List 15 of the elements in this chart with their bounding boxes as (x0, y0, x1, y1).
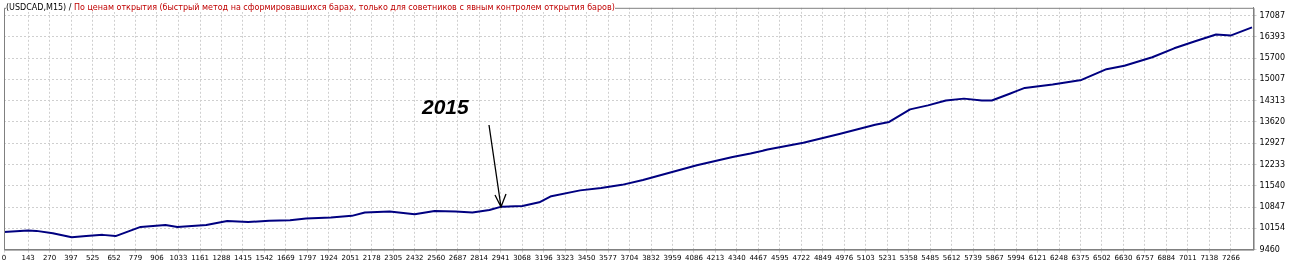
annotation: 2015 (421, 94, 469, 119)
y-tick-label: 15700 (1259, 53, 1285, 63)
y-tick-label: 10154 (1259, 223, 1285, 233)
chart-subtitle: По ценам открытия (быстрый метод на сформировавшихся барах, только для советников с явным контролем открытия баров) (73, 3, 615, 12)
y-tick-label: 14313 (1259, 95, 1285, 105)
y-tick-label: 17087 (1259, 10, 1285, 20)
y-tick-label: 13620 (1259, 117, 1285, 127)
y-tick-label: 10847 (1259, 202, 1285, 212)
y-tick-label: 12927 (1259, 138, 1285, 148)
y-tick-label: 9460 (1259, 244, 1280, 254)
y-tick-label: 16393 (1259, 31, 1285, 41)
y-tick-label: 11540 (1259, 180, 1285, 190)
chart-title: (USDCAD,M15) / (6, 3, 72, 12)
y-tick-label: 15007 (1259, 74, 1285, 84)
y-tick-label: 12233 (1259, 159, 1285, 169)
